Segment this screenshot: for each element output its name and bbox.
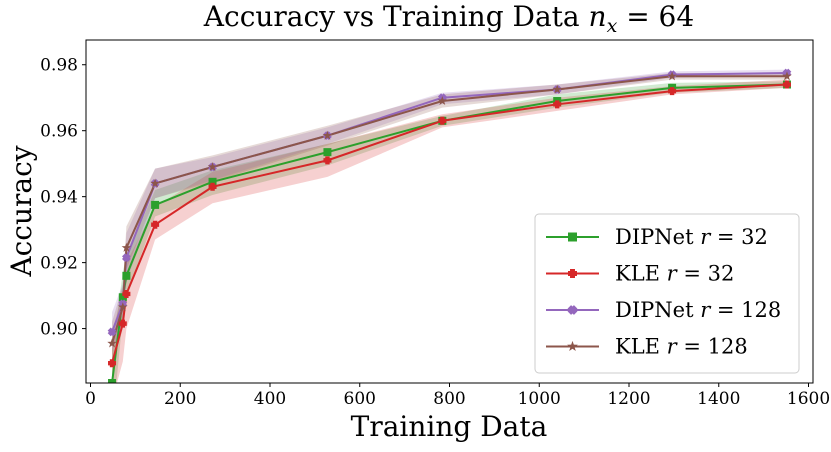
confidence-band	[112, 81, 787, 383]
y-tick-label: 0.94	[40, 188, 78, 208]
data-point	[552, 84, 562, 94]
x-tick-label: 800	[433, 389, 465, 409]
legend-label: KLE r = 32	[615, 262, 734, 286]
confidence-band	[112, 79, 787, 383]
data-point	[108, 359, 117, 368]
x-tick-label: 1000	[518, 389, 561, 409]
x-tick-label: 400	[254, 389, 286, 409]
confidence-band	[112, 72, 787, 365]
data-point	[108, 379, 117, 383]
data-point	[208, 182, 217, 191]
legend-marker	[567, 305, 578, 315]
data-point	[121, 242, 132, 252]
data-point	[437, 96, 448, 106]
x-axis-label: Training Data	[351, 410, 548, 443]
data-point	[150, 178, 160, 188]
legend-item: KLE r = 128	[546, 335, 748, 359]
x-axis-ticks: 0 200 400 600 800 1000 1200 1400 1600	[85, 383, 830, 409]
legend: DIPNet r = 32 KLE r = 32 DIPNet r = 128 KLE…	[534, 213, 800, 374]
legend-item: DIPNet r = 32	[546, 225, 768, 249]
x-tick-label: 1200	[607, 389, 650, 409]
data-point	[122, 289, 131, 298]
legend-label: DIPNet r = 128	[615, 298, 781, 322]
data-point	[107, 327, 117, 337]
confidence-band	[112, 69, 787, 352]
legend-marker	[567, 340, 578, 352]
chart-title: Accuracy vs Training Data nx = 64	[203, 0, 694, 37]
data-point	[151, 200, 160, 209]
data-point	[118, 302, 128, 312]
x-tick-label: 1600	[787, 389, 830, 409]
data-point	[668, 87, 677, 96]
data-point	[118, 293, 127, 302]
legend-box	[534, 213, 800, 374]
legend-marker	[568, 232, 577, 242]
data-point	[438, 116, 447, 125]
data-point	[553, 100, 562, 109]
data-point	[782, 71, 792, 81]
legend-label: KLE r = 128	[615, 335, 748, 359]
x-tick-label: 200	[164, 389, 196, 409]
data-point	[667, 71, 677, 81]
series-markers	[107, 68, 792, 383]
data-point	[118, 319, 127, 328]
y-tick-label: 0.92	[40, 254, 78, 274]
y-tick-label: 0.90	[40, 320, 78, 340]
data-point	[782, 80, 791, 89]
data-point	[322, 130, 333, 140]
data-point	[122, 271, 131, 280]
legend-item: DIPNet r = 128	[546, 298, 781, 322]
data-point	[151, 220, 160, 229]
y-axis-label: Accuracy	[5, 145, 38, 277]
y-axis-ticks: 0.90 0.92 0.94 0.96 0.98	[40, 56, 86, 340]
x-tick-label: 1400	[697, 389, 740, 409]
data-point	[107, 338, 117, 348]
x-tick-label: 600	[344, 389, 376, 409]
data-point	[207, 161, 218, 172]
legend-marker	[568, 269, 577, 278]
legend-label: DIPNet r = 32	[615, 225, 768, 249]
data-point	[323, 156, 332, 165]
data-point	[122, 253, 131, 263]
confidence-bands	[112, 69, 787, 383]
x-tick-label: 0	[85, 389, 96, 409]
data-point	[208, 177, 217, 186]
y-tick-label: 0.96	[40, 122, 78, 142]
legend-item: KLE r = 32	[546, 262, 734, 286]
data-point	[323, 148, 332, 157]
y-tick-label: 0.98	[40, 56, 78, 76]
